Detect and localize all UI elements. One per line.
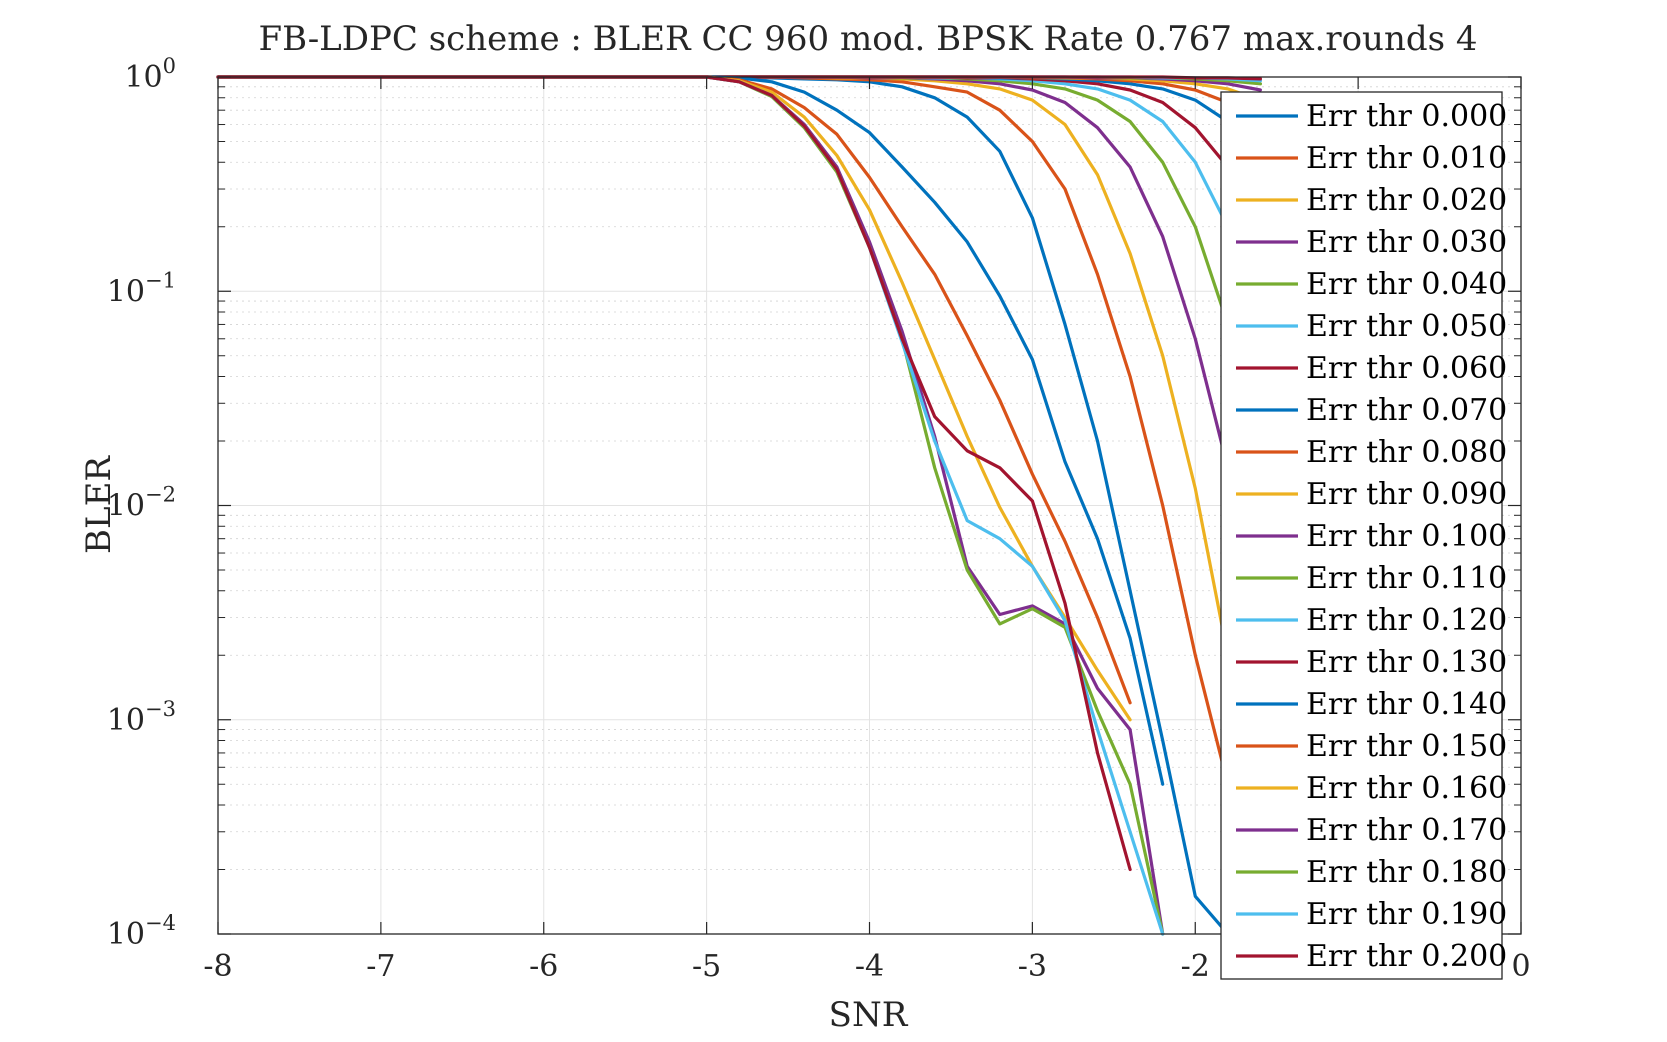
x-tick-label: 0 <box>1511 949 1530 984</box>
legend-label: Err thr 0.090 <box>1306 477 1507 512</box>
y-tick-exponent: 0 <box>163 54 176 78</box>
x-axis-label: SNR <box>829 995 909 1035</box>
minor-grid <box>218 86 1521 870</box>
legend-label: Err thr 0.110 <box>1306 561 1507 596</box>
legend-label: Err thr 0.000 <box>1306 99 1507 134</box>
legend-label: Err thr 0.080 <box>1306 435 1507 470</box>
legend-label: Err thr 0.060 <box>1306 351 1507 386</box>
legend-label: Err thr 0.200 <box>1306 939 1507 974</box>
legend-label: Err thr 0.070 <box>1306 393 1507 428</box>
series-line <box>216 75 1165 786</box>
legend-label: Err thr 0.100 <box>1306 519 1507 554</box>
legend: Err thr 0.000 Err thr 0.010 Err thr 0.020 E… <box>1220 91 1507 980</box>
legend-label: Err thr 0.120 <box>1306 603 1507 638</box>
x-tick-label: -5 <box>692 949 721 984</box>
x-tick-label: -2 <box>1181 949 1210 984</box>
x-tick-label: -7 <box>366 949 395 984</box>
x-tick-label: -3 <box>1018 949 1047 984</box>
y-tick-exponent: −1 <box>145 268 176 292</box>
axis-ticks <box>217 76 1522 935</box>
legend-items: Err thr 0.000 Err thr 0.010 Err thr 0.020 E… <box>1236 99 1507 974</box>
y-axis-label: BLER <box>79 455 119 554</box>
legend-label: Err thr 0.150 <box>1306 729 1507 764</box>
legend-label: Err thr 0.020 <box>1306 183 1507 218</box>
legend-label: Err thr 0.010 <box>1306 141 1507 176</box>
x-tick-label: -8 <box>203 949 232 984</box>
legend-label: Err thr 0.030 <box>1306 225 1507 260</box>
y-tick-exponent: −3 <box>145 697 176 721</box>
x-tick-label: -6 <box>529 949 558 984</box>
legend-label: Err thr 0.050 <box>1306 309 1507 344</box>
legend-label: Err thr 0.130 <box>1306 645 1507 680</box>
series-line <box>216 75 1132 872</box>
legend-label: Err thr 0.190 <box>1306 897 1507 932</box>
x-tick-label: -4 <box>855 949 884 984</box>
y-tick-exponent: −4 <box>145 911 176 935</box>
y-tick-exponent: −2 <box>145 483 176 507</box>
legend-label: Err thr 0.040 <box>1306 267 1507 302</box>
legend-label: Err thr 0.160 <box>1306 771 1507 806</box>
series-line <box>216 75 1132 705</box>
legend-label: Err thr 0.180 <box>1306 855 1507 890</box>
x-tick-labels: -8-7-6-5-4-3-2-10 <box>203 949 1530 984</box>
chart-title: FB-LDPC scheme : BLER CC 960 mod. BPSK R… <box>258 19 1477 59</box>
legend-label: Err thr 0.140 <box>1306 687 1507 722</box>
legend-label: Err thr 0.170 <box>1306 813 1507 848</box>
